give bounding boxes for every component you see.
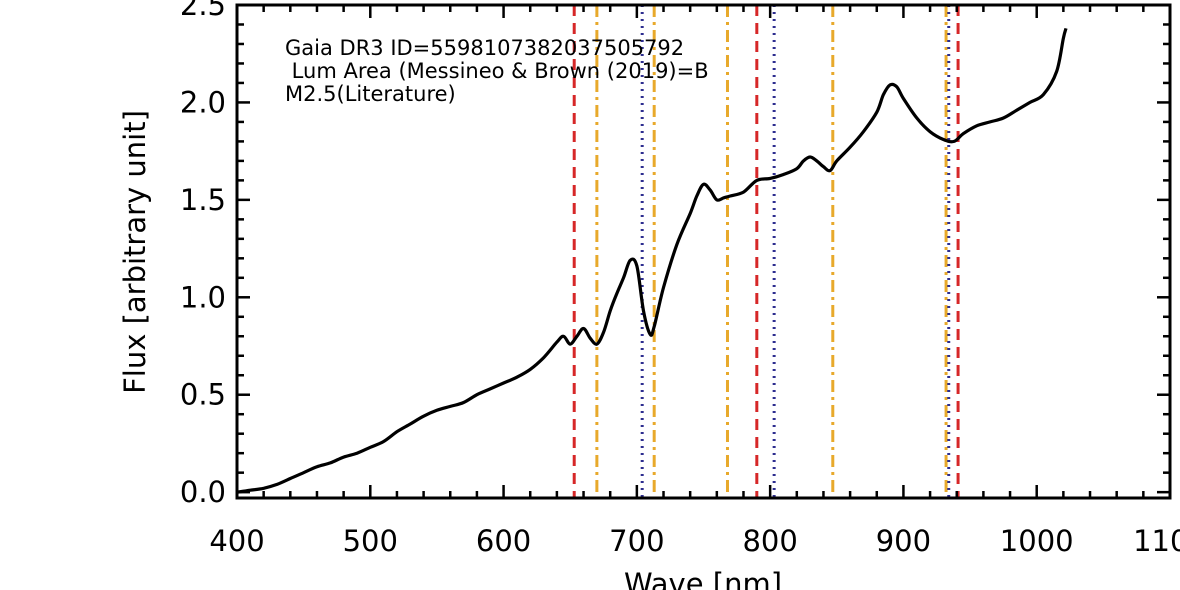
x-tick-label: 700 [609, 524, 664, 558]
x-tick-label: 900 [876, 524, 931, 558]
annotation-spectral-type: M2.5(Literature) [285, 82, 456, 106]
y-tick-labels: 0.0 0.5 1.0 1.5 2.0 2.5 [180, 0, 226, 509]
spectrum-line [236, 27, 1068, 494]
y-axis-title: Flux [arbitrary unit] [118, 110, 152, 394]
annotation-gaia-id: Gaia DR3 ID=5598107382037505792 [285, 36, 684, 60]
x-tick-label: 500 [343, 524, 398, 558]
y-tick-label: 2.0 [180, 85, 226, 119]
y-tick-label: 1.5 [180, 183, 226, 217]
y-tick-label: 2.5 [180, 0, 226, 22]
annotation-lum-area: Lum Area (Messineo & Brown (2019)=B [285, 59, 709, 83]
y-tick-label: 0.5 [180, 378, 226, 412]
x-tick-label: 800 [742, 524, 797, 558]
y-tick-label: 1.0 [180, 280, 226, 314]
x-tick-label: 1000 [1000, 524, 1074, 558]
x-tick-label: 400 [209, 524, 264, 558]
x-axis-title: Wave [nm] [624, 567, 782, 590]
plot-frame [235, 3, 1172, 500]
x-tick-label: 600 [476, 524, 531, 558]
annotation-block: Gaia DR3 ID=5598107382037505792 Lum Area… [285, 36, 709, 106]
y-tick-label: 0.0 [180, 475, 226, 509]
vertical-line-markers [572, 5, 960, 498]
